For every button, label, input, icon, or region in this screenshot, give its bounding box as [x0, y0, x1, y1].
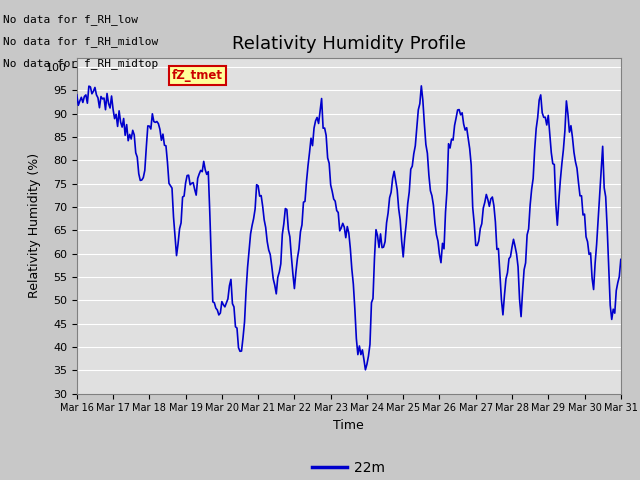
Text: fZ_tmet: fZ_tmet	[172, 70, 223, 83]
Legend: 22m: 22m	[307, 456, 390, 480]
Y-axis label: Relativity Humidity (%): Relativity Humidity (%)	[28, 153, 40, 298]
Title: Relativity Humidity Profile: Relativity Humidity Profile	[232, 35, 466, 53]
Text: No data for f_RH_midtop: No data for f_RH_midtop	[3, 58, 159, 69]
X-axis label: Time: Time	[333, 419, 364, 432]
Text: No data for f_RH_low: No data for f_RH_low	[3, 14, 138, 25]
Text: No data for f_RH_midlow: No data for f_RH_midlow	[3, 36, 159, 47]
